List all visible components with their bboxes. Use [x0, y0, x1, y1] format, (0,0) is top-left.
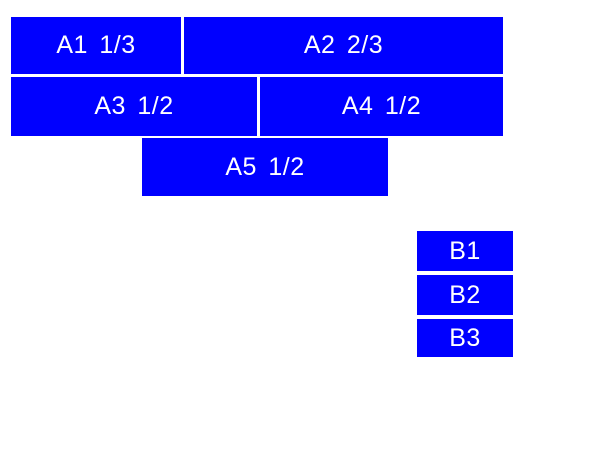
box-a4-label: A4 1/2 — [341, 92, 422, 120]
box-a3-label: A3 1/2 — [94, 92, 174, 120]
box-b2-label: B2 — [449, 280, 481, 309]
box-b1-label: B1 — [449, 236, 481, 265]
box-b2: B2 — [417, 275, 513, 315]
box-a4: A4 1/2 — [260, 77, 503, 136]
box-a1-label: A1 1/3 — [56, 31, 136, 59]
box-a2-label: A2 2/3 — [303, 31, 384, 59]
box-a3: A3 1/2 — [11, 77, 257, 136]
box-a2: A2 2/3 — [184, 17, 503, 74]
box-b3-label: B3 — [449, 323, 481, 352]
box-b3: B3 — [417, 319, 513, 357]
box-a5: A5 1/2 — [142, 138, 388, 196]
box-a5-label: A5 1/2 — [225, 152, 305, 181]
box-b1: B1 — [417, 231, 513, 271]
box-a1: A1 1/3 — [11, 17, 181, 74]
